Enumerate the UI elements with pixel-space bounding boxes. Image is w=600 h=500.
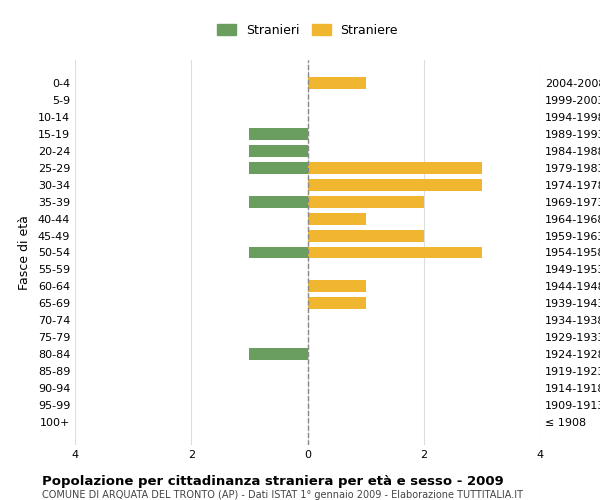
Bar xyxy=(308,246,482,258)
Legend: Stranieri, Straniere: Stranieri, Straniere xyxy=(213,20,402,40)
Bar xyxy=(308,179,482,191)
Bar xyxy=(250,162,308,174)
Bar xyxy=(308,162,482,174)
Bar xyxy=(250,246,308,258)
Bar xyxy=(308,196,424,207)
Bar xyxy=(250,145,308,157)
Bar xyxy=(250,196,308,207)
Bar xyxy=(308,213,365,224)
Text: Popolazione per cittadinanza straniera per età e sesso - 2009: Popolazione per cittadinanza straniera p… xyxy=(42,475,504,488)
Y-axis label: Fasce di età: Fasce di età xyxy=(18,215,31,290)
Bar xyxy=(308,280,365,292)
Bar xyxy=(308,298,365,309)
Bar xyxy=(250,128,308,140)
Bar xyxy=(250,348,308,360)
Bar xyxy=(308,230,424,241)
Bar xyxy=(308,78,365,90)
Text: COMUNE DI ARQUATA DEL TRONTO (AP) - Dati ISTAT 1° gennaio 2009 - Elaborazione TU: COMUNE DI ARQUATA DEL TRONTO (AP) - Dati… xyxy=(42,490,523,500)
